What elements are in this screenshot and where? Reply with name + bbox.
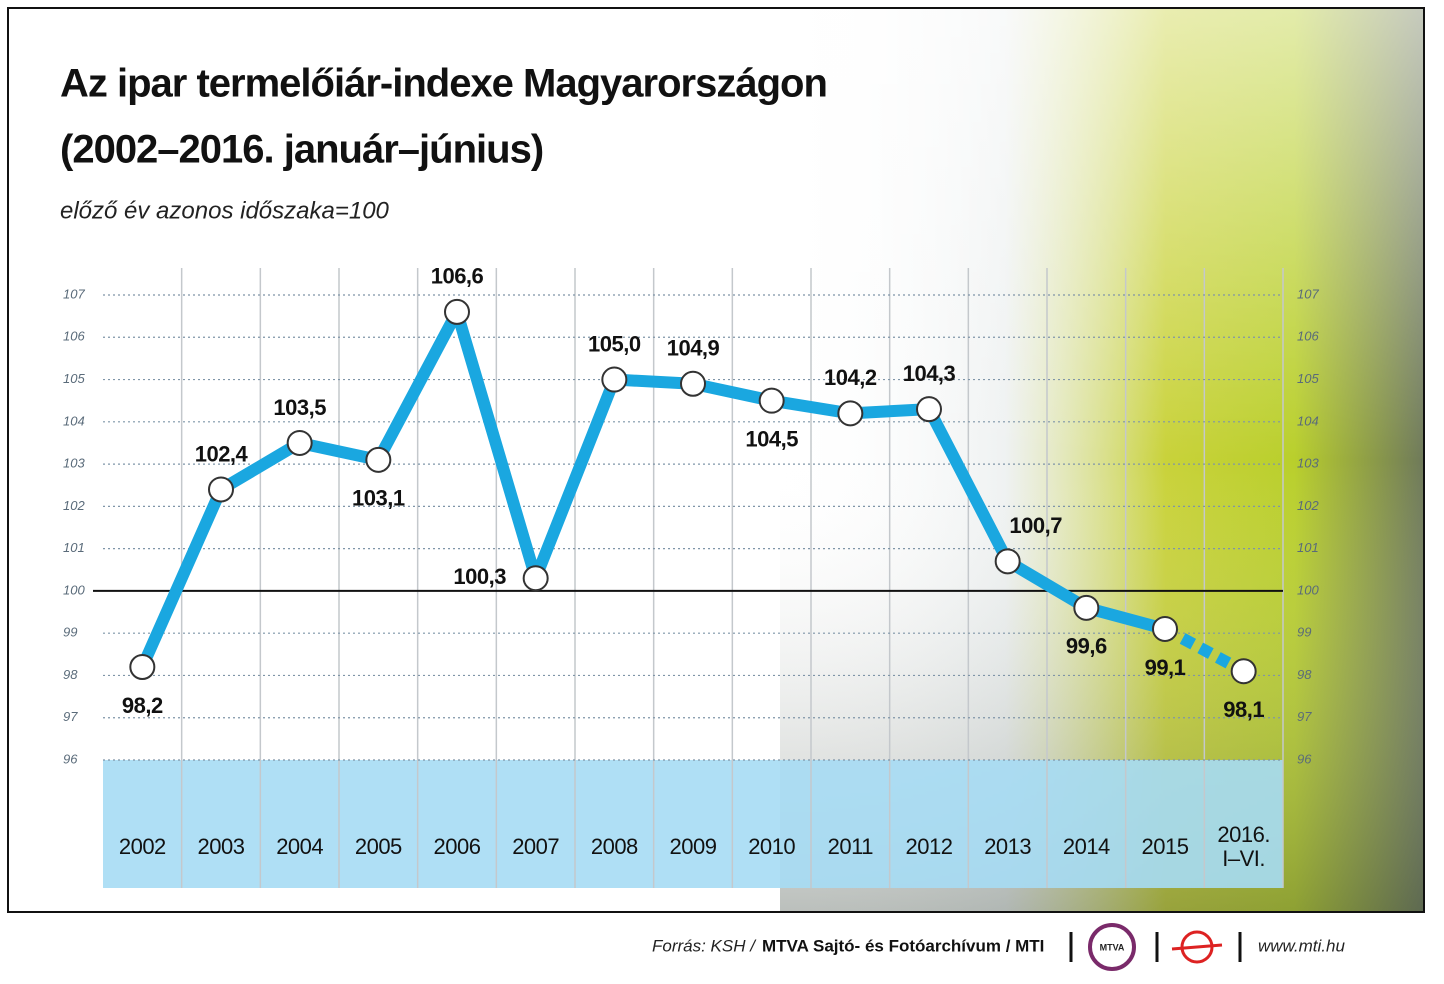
point (1152, 615, 1178, 642)
footer: Forrás: KSH / MTVA Sajtó- és Fotóarchívu… (652, 923, 1345, 971)
value-label: 106,6 (431, 264, 484, 289)
y-tick-label-right: 100 (1297, 582, 1319, 597)
x-tick-label: 2003 (198, 834, 245, 859)
point (758, 387, 785, 414)
series-line-dashed (1162, 623, 1247, 677)
y-tick-label-right: 96 (1297, 751, 1312, 766)
y-tick-label: 107 (63, 286, 85, 301)
point (129, 654, 156, 680)
point (1230, 658, 1257, 685)
point (522, 565, 549, 592)
y-tick-label-right: 97 (1297, 709, 1312, 724)
value-label: 104,3 (903, 361, 956, 386)
x-tick-label: 2009 (670, 834, 717, 859)
y-tick-label: 100 (63, 582, 85, 597)
x-tick-label: 2011 (828, 834, 874, 859)
x-tick-label: 2014 (1063, 834, 1110, 859)
y-tick-label-right: 99 (1297, 625, 1311, 640)
value-label: 98,1 (1223, 697, 1264, 722)
x-tick-label: 2016. I–VI. (1217, 822, 1270, 871)
point (994, 548, 1021, 575)
point (601, 366, 628, 393)
x-tick-label: 2013 (984, 834, 1031, 859)
value-label: 99,1 (1145, 655, 1186, 680)
point (286, 429, 313, 456)
value-label: 100,3 (453, 564, 506, 589)
chart-subtitle: előző év azonos időszaka=100 (60, 197, 390, 224)
value-label: 102,4 (195, 441, 249, 466)
point (1073, 594, 1100, 621)
footer-archive: MTVA Sajtó- és Fotóarchívum / MTI (762, 936, 1044, 955)
y-tick-label-right: 107 (1297, 286, 1319, 301)
x-tick-label: 2012 (906, 834, 953, 859)
point (680, 370, 706, 397)
y-tick-label: 102 (63, 498, 85, 513)
y-tick-label: 98 (63, 667, 78, 682)
point (916, 396, 942, 423)
x-tick-label: 2005 (355, 834, 402, 859)
y-tick-label: 101 (63, 540, 85, 555)
value-label: 98,2 (122, 693, 163, 718)
x-tick-label: 2010 (748, 834, 795, 859)
series-line (136, 305, 1167, 670)
footer-source: Forrás: KSH / (652, 936, 757, 955)
x-tick-label: 2002 (119, 834, 166, 859)
footer-url: www.mti.hu (1258, 936, 1345, 955)
point (837, 400, 864, 427)
x-tick-label: 2004 (276, 834, 323, 859)
y-tick-label-right: 102 (1297, 498, 1319, 513)
y-tick-label: 103 (63, 456, 85, 471)
category-band (103, 760, 1283, 888)
y-tick-label-right: 101 (1297, 540, 1319, 555)
value-label: 99,6 (1066, 634, 1107, 659)
value-label: 104,9 (667, 336, 720, 361)
value-label: 104,5 (745, 426, 798, 451)
chart-title: Az ipar termelőiár-indexe Magyarországon (60, 62, 827, 106)
y-tick-label: 106 (63, 329, 85, 344)
y-tick-label: 96 (63, 751, 78, 766)
y-tick-label-right: 103 (1297, 456, 1319, 471)
value-label: 105,0 (588, 331, 641, 356)
x-tick-label: 2008 (591, 834, 638, 859)
chart-title: (2002–2016. január–június) (60, 128, 543, 172)
y-tick-label: 105 (63, 371, 85, 386)
y-tick-label-right: 98 (1297, 667, 1312, 682)
value-label: 100,7 (1009, 513, 1062, 538)
point (208, 476, 234, 503)
y-tick-label-right: 104 (1297, 413, 1319, 428)
x-tick-label: 2007 (512, 834, 559, 859)
mtva-logo (1088, 923, 1136, 971)
marks: 2002 2003 2004 2005 2006 2007 2008 2009 2010 2011… (119, 264, 1271, 871)
y-tick-label-right: 106 (1297, 329, 1319, 344)
value-label: 103,5 (273, 395, 326, 420)
point (365, 446, 392, 473)
y-tick-label-right: 105 (1297, 371, 1319, 386)
point (444, 298, 470, 325)
value-label: 104,2 (824, 365, 877, 390)
y-tick-label: 104 (63, 413, 85, 428)
y-tick-label: 99 (63, 625, 77, 640)
x-tick-label: 2006 (434, 834, 481, 859)
x-tick-label: 2015 (1142, 834, 1189, 859)
logo-text: MTVA (1100, 942, 1125, 952)
value-label: 103,1 (352, 486, 405, 511)
y-tick-label: 97 (63, 709, 78, 724)
mti-logo-line (1171, 943, 1223, 951)
